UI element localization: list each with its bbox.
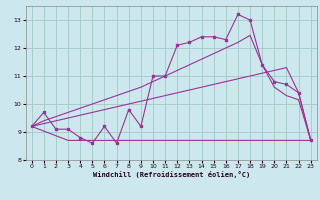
X-axis label: Windchill (Refroidissement éolien,°C): Windchill (Refroidissement éolien,°C): [92, 171, 250, 178]
